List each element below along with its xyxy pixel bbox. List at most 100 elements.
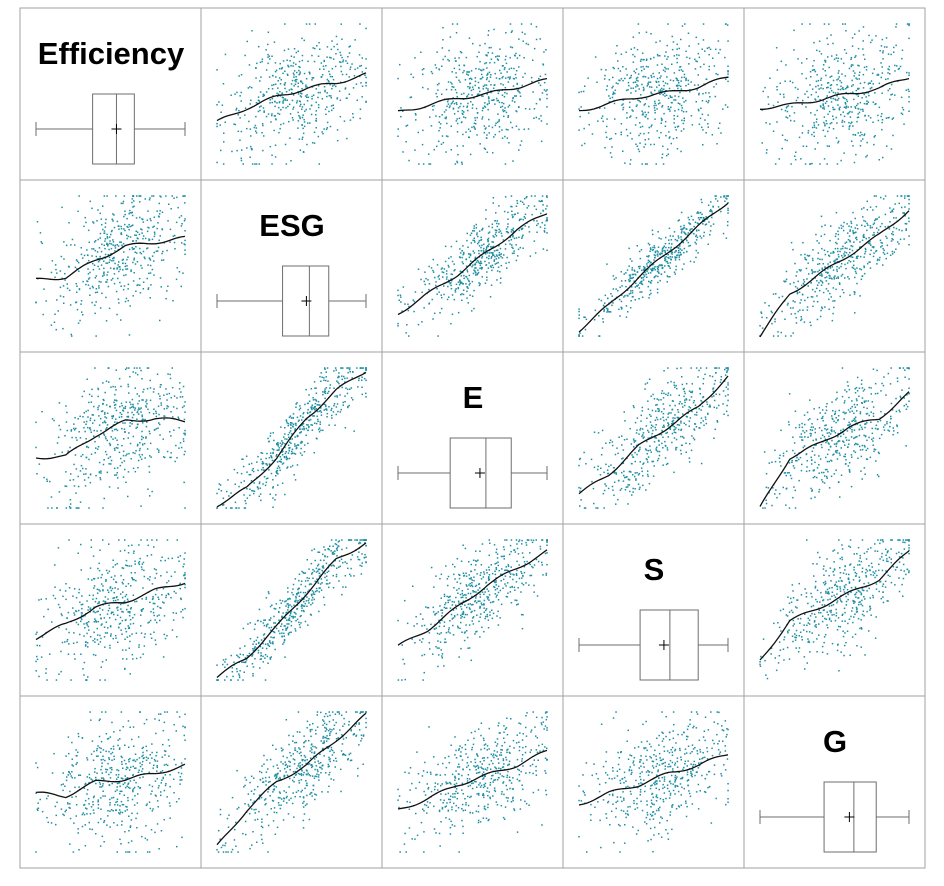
scatter-point xyxy=(655,41,657,44)
scatter-point xyxy=(97,387,99,390)
scatter-point xyxy=(651,249,654,252)
scatter-point xyxy=(112,220,114,222)
scatter-point xyxy=(813,122,815,124)
scatter-point xyxy=(804,253,806,256)
scatter-point xyxy=(468,256,471,259)
scatter-point xyxy=(95,474,97,477)
scatter-point xyxy=(181,242,183,244)
scatter-point xyxy=(500,72,502,74)
scatter-point xyxy=(171,386,174,389)
scatter-point xyxy=(676,48,678,50)
scatter-point xyxy=(79,319,81,322)
scatter-point xyxy=(265,481,268,484)
scatter-point xyxy=(627,81,630,84)
scatter-point xyxy=(502,109,504,111)
scatter-point xyxy=(74,244,76,246)
scatter-point xyxy=(656,253,659,255)
scatter-point xyxy=(77,418,79,420)
scatter-point xyxy=(611,87,613,89)
scatter-point xyxy=(311,77,314,79)
scatter-point xyxy=(292,72,295,74)
scatter-point xyxy=(496,99,499,102)
scatter-point xyxy=(827,82,829,84)
scatter-point xyxy=(137,284,139,286)
scatter-point xyxy=(619,286,621,289)
scatter-point xyxy=(114,247,117,249)
scatter-point xyxy=(851,37,854,39)
scatter-point xyxy=(139,408,141,410)
scatter-point xyxy=(88,393,91,396)
scatter-point xyxy=(65,405,67,407)
scatter-point xyxy=(148,411,151,414)
scatter-point xyxy=(634,72,637,74)
scatter-point xyxy=(146,448,149,450)
scatter-point xyxy=(833,306,835,309)
scatter-point xyxy=(614,118,616,120)
scatter-point xyxy=(124,431,126,433)
scatter-point xyxy=(673,122,675,124)
scatter-point xyxy=(132,280,135,282)
scatter-point xyxy=(686,239,688,242)
scatter-point xyxy=(138,407,140,409)
scatter-point xyxy=(646,265,648,267)
scatter-point xyxy=(89,481,92,484)
scatter-point xyxy=(881,92,883,94)
scatter-point xyxy=(464,117,467,119)
scatter-point xyxy=(676,148,679,150)
scatter-point xyxy=(315,119,317,122)
scatter-point xyxy=(99,237,101,239)
scatter-point xyxy=(635,90,637,92)
scatter-point xyxy=(267,88,270,90)
scatter-point xyxy=(257,455,259,458)
scatter-point xyxy=(349,66,352,68)
scatter-point xyxy=(94,440,96,443)
scatter-point xyxy=(340,54,342,56)
scatter-point xyxy=(127,471,130,473)
scatter-point xyxy=(606,85,608,87)
scatter-point xyxy=(666,154,668,157)
scatter-point xyxy=(619,79,621,82)
scatter-point xyxy=(639,257,642,260)
scatter-point xyxy=(461,121,463,123)
scatter-point xyxy=(866,262,869,265)
scatter-point xyxy=(495,258,498,260)
scatter-point xyxy=(654,256,656,259)
scatter-point xyxy=(629,292,632,294)
scatter-point xyxy=(452,97,454,99)
scatter-point xyxy=(493,259,496,261)
scatter-point xyxy=(276,469,279,472)
scatter-point xyxy=(301,59,304,62)
scatter-point xyxy=(441,93,443,95)
scatter-point xyxy=(432,318,434,320)
scatter-point xyxy=(329,73,331,75)
scatter-point xyxy=(95,288,98,290)
scatter-point xyxy=(96,430,98,432)
scatter-point xyxy=(467,253,470,255)
scatter-point xyxy=(816,301,819,303)
scatter-point xyxy=(80,300,83,302)
scatter-point xyxy=(149,264,152,267)
scatter-point xyxy=(146,230,149,233)
scatter-point xyxy=(638,88,640,90)
scatter-point xyxy=(298,408,301,411)
scatter-point xyxy=(801,73,803,75)
scatter-point xyxy=(346,367,348,369)
scatter-point xyxy=(145,405,147,407)
scatter-point xyxy=(723,196,725,198)
scatter-point xyxy=(119,464,122,467)
scatter-point xyxy=(679,251,681,254)
scatter-point xyxy=(129,422,131,424)
scatter-point xyxy=(695,36,697,39)
scatter-point xyxy=(124,213,126,216)
scatter-point xyxy=(852,145,854,147)
scatter-point xyxy=(99,478,102,481)
scatter-point xyxy=(876,231,879,234)
scatter-point xyxy=(658,72,660,74)
scatter-point xyxy=(71,238,74,241)
scatter-point xyxy=(652,248,655,251)
scatter-point xyxy=(156,250,159,252)
scatter-point xyxy=(677,254,679,256)
boxplot-e xyxy=(397,437,548,509)
scatter-point xyxy=(724,56,726,59)
scatter-point xyxy=(444,55,446,58)
